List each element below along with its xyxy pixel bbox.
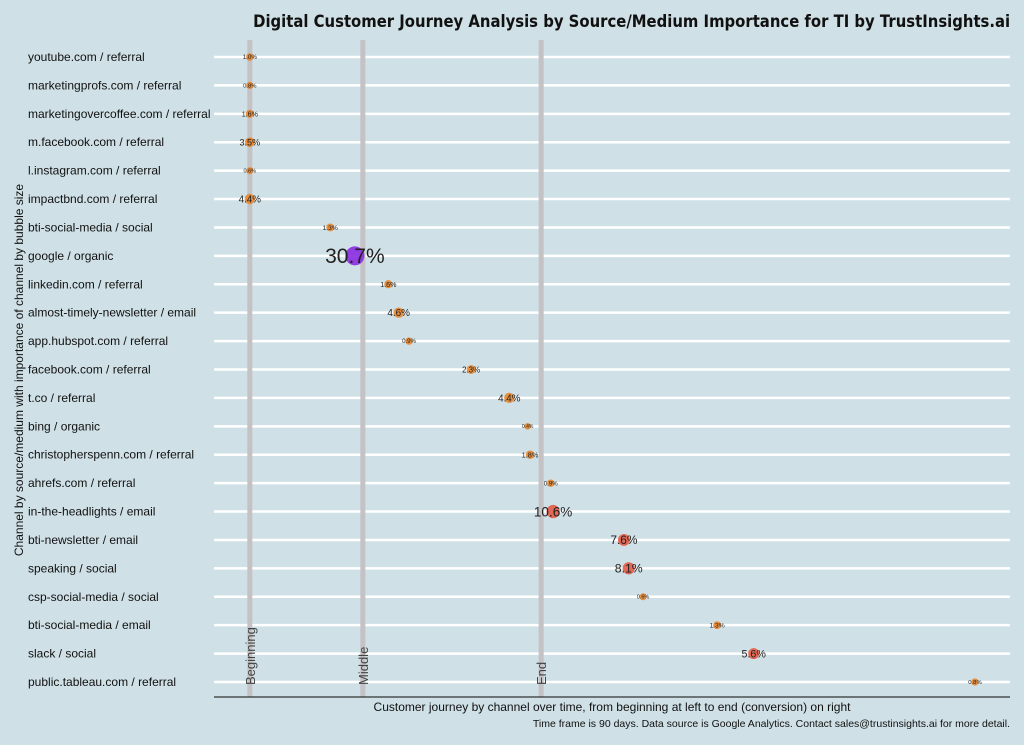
y-tick-label: bing / organic xyxy=(28,419,100,433)
data-point-bubble xyxy=(546,504,560,519)
y-tick-label: youtube.com / referral xyxy=(28,50,145,64)
data-point-bubble xyxy=(345,246,365,266)
data-label: 0.8% xyxy=(968,680,982,686)
y-tick-label: impactbnd.com / referral xyxy=(28,192,157,206)
data-point-bubble xyxy=(405,337,413,345)
data-label: 1.0% xyxy=(243,54,258,61)
y-tick-label: linkedin.com / referral xyxy=(28,277,143,291)
data-label: 3.5% xyxy=(239,137,260,147)
y-tick-label: csp-social-media / social xyxy=(28,590,159,604)
data-label: 4.6% xyxy=(387,308,410,319)
data-point-bubble xyxy=(393,307,404,318)
data-label: 5.6% xyxy=(742,648,767,660)
y-tick-label: marketingovercoffee.com / referral xyxy=(28,107,211,121)
data-point-bubble xyxy=(971,678,979,686)
y-tick-label: google / organic xyxy=(28,249,113,263)
data-point-bubble xyxy=(622,562,635,575)
data-point-bubble xyxy=(639,593,647,601)
data-label: 1.3% xyxy=(323,225,338,232)
stage-marker-label: End xyxy=(534,662,549,685)
y-tick-label: almost-timely-newsletter / email xyxy=(28,306,196,320)
chart-caption: Time frame is 90 days. Data source is Go… xyxy=(532,718,1010,730)
data-label: 4.4% xyxy=(239,194,262,205)
y-tick-label: bti-newsletter / email xyxy=(28,533,138,547)
y-tick-label: slack / social xyxy=(28,647,96,661)
data-label: 7.6% xyxy=(610,533,638,547)
data-label: 0.9% xyxy=(402,338,416,345)
data-label: 2.3% xyxy=(462,365,480,374)
x-axis-label: Customer journey by channel over time, f… xyxy=(373,700,851,714)
data-point-bubble xyxy=(246,81,254,90)
y-tick-label: facebook.com / referral xyxy=(28,363,151,377)
stage-marker-label: Middle xyxy=(356,647,371,685)
y-tick-label: in-the-headlights / email xyxy=(28,505,155,519)
y-tick-label: t.co / referral xyxy=(28,391,95,405)
data-point-bubble xyxy=(244,193,255,205)
y-tick-label: public.tableau.com / referral xyxy=(28,675,176,689)
data-label: 1.6% xyxy=(242,110,259,118)
data-label: 1.8% xyxy=(522,450,539,459)
y-tick-label: bti-social-media / social xyxy=(28,220,153,234)
y-tick-label: m.facebook.com / referral xyxy=(28,135,164,149)
data-label: 8.1% xyxy=(615,562,643,576)
data-point-bubble xyxy=(524,423,531,430)
y-tick-label: marketingprofs.com / referral xyxy=(28,78,181,92)
y-tick-label: speaking / social xyxy=(28,561,117,575)
data-label: 30.7% xyxy=(325,245,385,268)
stage-marker-label: Beginning xyxy=(243,627,258,685)
data-point-bubble xyxy=(246,53,254,61)
data-label: 0.6% xyxy=(637,595,650,601)
y-tick-label: christopherspenn.com / referral xyxy=(28,448,194,462)
y-tick-label: l.instagram.com / referral xyxy=(28,164,161,178)
data-label: 0.4% xyxy=(522,424,534,430)
data-label: 0.9% xyxy=(544,480,558,487)
data-label: 1.6% xyxy=(380,281,397,289)
data-point-bubble xyxy=(384,280,393,289)
data-label: 1.3% xyxy=(709,623,724,630)
y-tick-label: app.hubspot.com / referral xyxy=(28,334,168,348)
data-label: 0.8% xyxy=(243,83,257,89)
data-label: 0.6% xyxy=(244,169,257,175)
data-point-bubble xyxy=(525,450,535,459)
data-point-bubble xyxy=(713,621,722,630)
data-point-bubble xyxy=(326,223,335,232)
chart-title: Digital Customer Journey Analysis by Sou… xyxy=(252,12,1010,31)
data-point-bubble xyxy=(466,365,476,374)
y-tick-label: bti-social-media / email xyxy=(28,618,151,632)
data-label: 4.4% xyxy=(498,393,521,404)
data-point-bubble xyxy=(617,533,630,546)
data-point-bubble xyxy=(244,137,255,148)
data-point-bubble xyxy=(748,648,760,660)
data-point-bubble xyxy=(246,167,254,175)
data-point-bubble xyxy=(245,109,254,118)
data-label: 10.6% xyxy=(534,504,572,519)
y-tick-label: ahrefs.com / referral xyxy=(28,476,135,490)
data-point-bubble xyxy=(547,479,555,487)
data-point-bubble xyxy=(504,392,515,404)
